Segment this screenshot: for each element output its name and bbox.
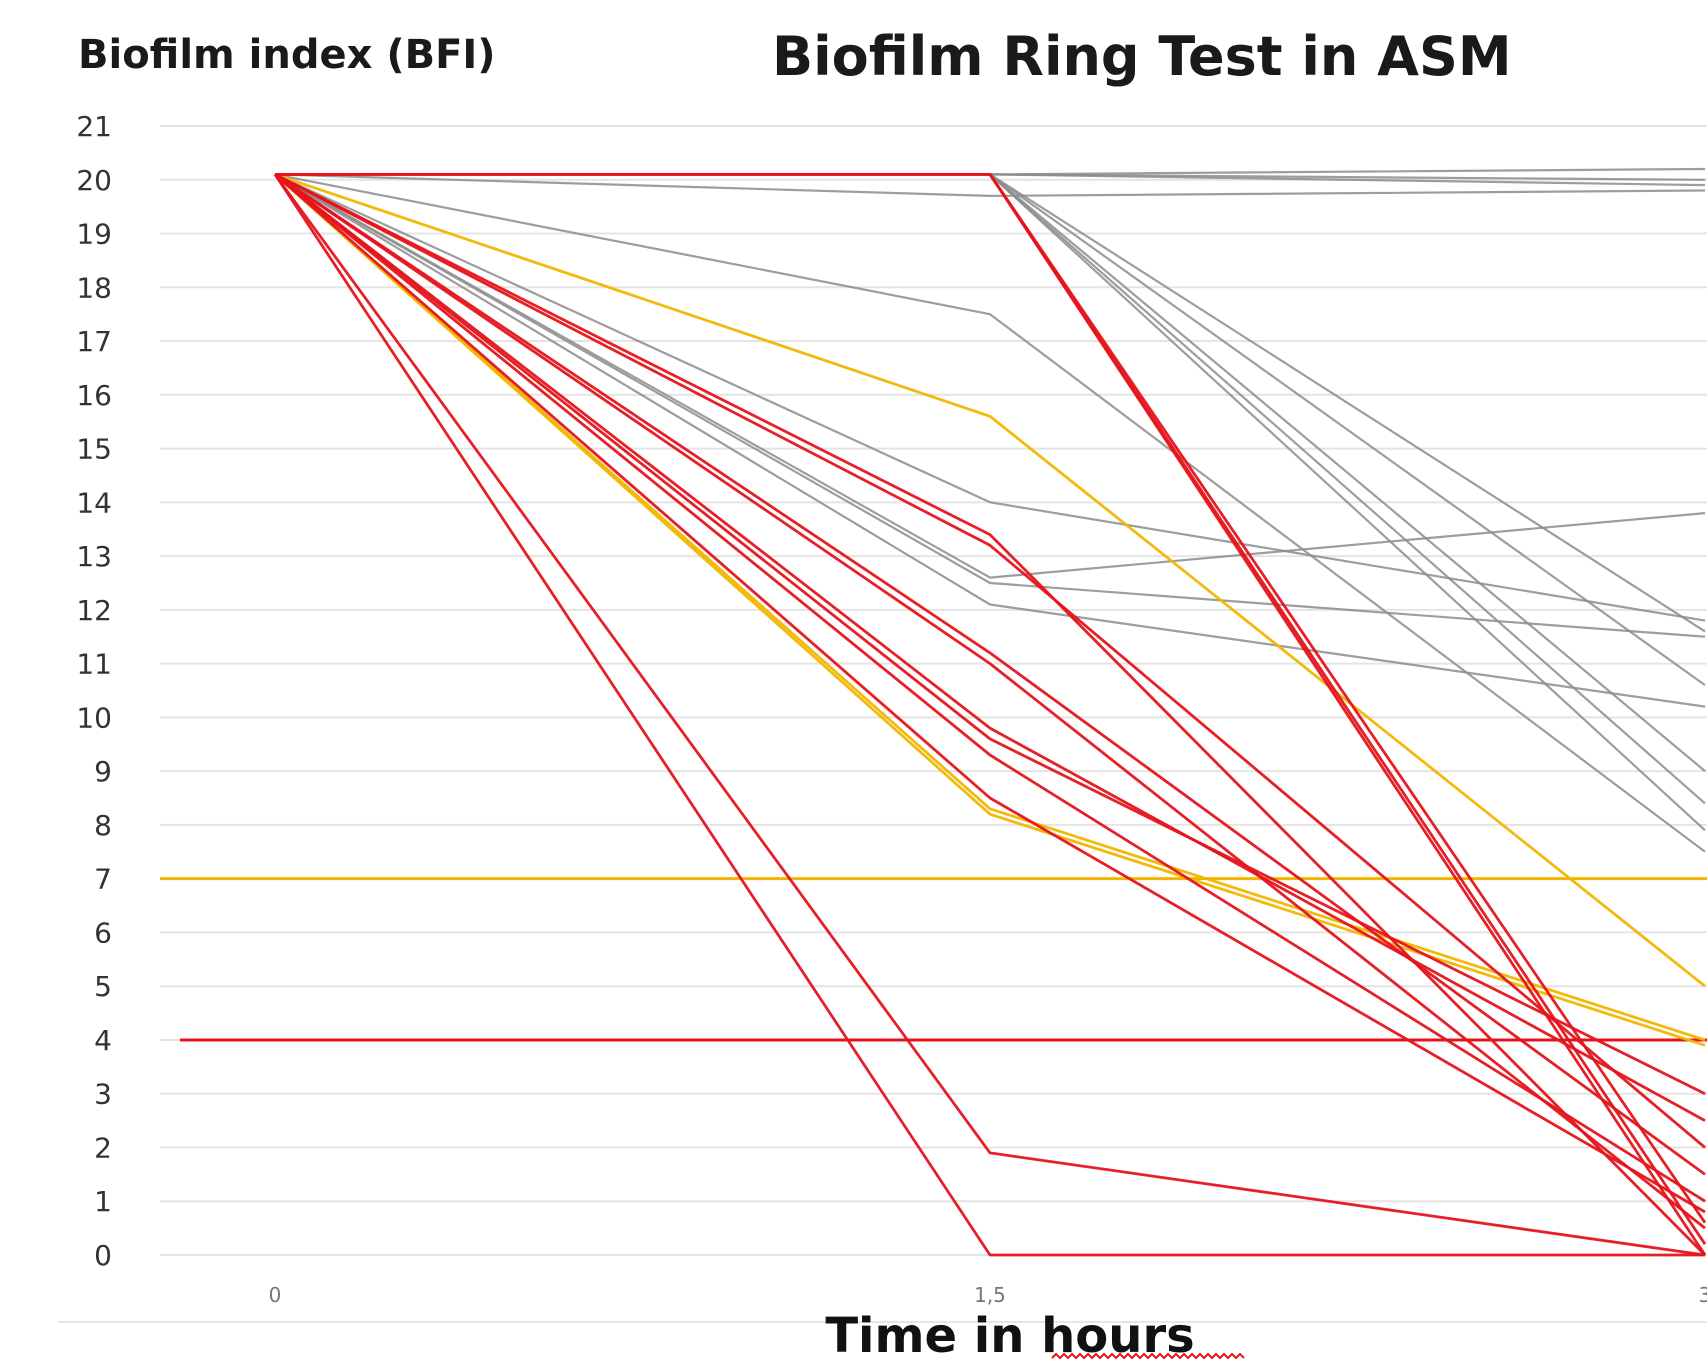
y-tick-label: 12 — [76, 594, 112, 627]
series-line-red — [273, 173, 1705, 1257]
y-tick-label: 7 — [94, 863, 112, 896]
series-line-red — [274, 173, 1706, 1149]
series-line-red — [274, 173, 1706, 1214]
x-tick-labels: 0 1,5 3 — [269, 1283, 1707, 1307]
y-tick-label: 9 — [94, 755, 112, 788]
series-line-red — [274, 173, 1706, 1095]
y-tick-label: 0 — [94, 1239, 112, 1272]
y-tick-label: 15 — [76, 433, 112, 466]
series-line-gray — [275, 173, 1706, 805]
y-tick-label: 21 — [76, 110, 112, 143]
y-tick-label: 14 — [76, 486, 112, 519]
x-axis-label-underline — [1051, 1352, 1245, 1360]
series-line-gray — [274, 173, 1706, 853]
x-tick-label: 3 — [1699, 1283, 1707, 1307]
y-tick-label: 18 — [76, 271, 112, 304]
series-line-red — [275, 172, 1707, 1245]
series-line-gray — [275, 173, 1706, 772]
series-line-gray — [274, 173, 1706, 622]
chart-title: Biofilm Ring Test in ASM — [772, 25, 1512, 88]
series-line-red — [274, 173, 1706, 1256]
y-tick-label: 10 — [76, 701, 112, 734]
threshold-lines — [160, 877, 1707, 1042]
y-tick-label: 8 — [94, 809, 112, 842]
y-tick-label: 4 — [94, 1024, 112, 1057]
y-tick-label: 6 — [94, 916, 112, 949]
series-line-gray — [275, 173, 1706, 633]
y-tick-label: 16 — [76, 379, 112, 412]
series-line-red — [274, 173, 1706, 1203]
y-tick-label: 2 — [94, 1131, 112, 1164]
y-axis-label: Biofilm index (BFI) — [78, 32, 496, 78]
series-line-gray — [274, 173, 1706, 638]
series-line-red — [274, 173, 1706, 1176]
x-axis-label: Time in hours — [825, 1308, 1194, 1361]
x-tick-label: 1,5 — [974, 1283, 1006, 1307]
series-line-gray — [274, 173, 1706, 197]
x-tick-label: 0 — [269, 1283, 282, 1307]
y-tick-label: 3 — [94, 1078, 112, 1111]
series-line-orange — [274, 173, 1706, 1047]
series-line-red — [274, 173, 1706, 1230]
y-tick-label: 5 — [94, 970, 112, 1003]
series-line-gray — [275, 173, 1706, 686]
y-tick-label: 20 — [76, 164, 112, 197]
grid-lines — [160, 125, 1707, 1256]
series-line-gray — [274, 173, 1706, 708]
y-tick-label: 13 — [76, 540, 112, 573]
y-tick-label: 1 — [94, 1185, 112, 1218]
series-line-orange — [274, 173, 1706, 988]
series-line-red — [275, 172, 1707, 1224]
y-tick-label: 11 — [76, 648, 112, 681]
series-lines — [273, 167, 1707, 1257]
series-line-red — [274, 173, 1706, 1122]
series-line-red — [273, 173, 1706, 1257]
series-line-gray — [274, 173, 1706, 579]
y-tick-label: 19 — [76, 218, 112, 251]
y-tick-label: 17 — [76, 325, 112, 358]
